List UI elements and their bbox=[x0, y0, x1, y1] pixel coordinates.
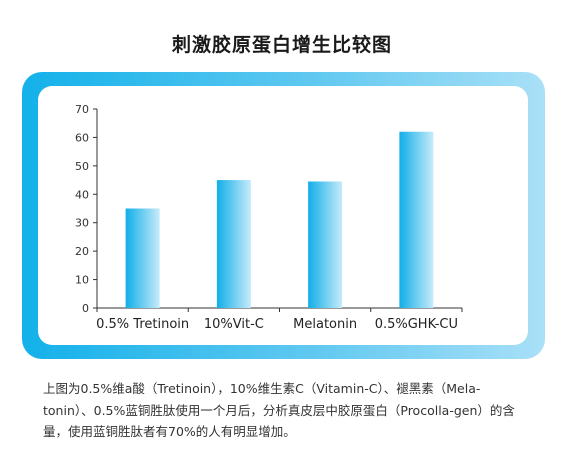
bar bbox=[308, 181, 343, 308]
chart-caption: 上图为0.5%维a酸（Tretinoin），10%维生素C（Vitamin-C）… bbox=[43, 381, 515, 439]
bar bbox=[399, 131, 434, 308]
chart-labels: 0 10 20 30 40 50 60 70 0.5% Tretinoin 10%Vit-C Mel… bbox=[75, 103, 458, 332]
bar bbox=[125, 208, 160, 308]
y-tick-label: 70 bbox=[75, 103, 89, 116]
y-tick-label: 40 bbox=[75, 188, 89, 201]
chart-bars bbox=[125, 131, 434, 308]
x-tick-label: 0.5%GHK-CU bbox=[375, 317, 458, 332]
y-tick-label: 20 bbox=[75, 245, 89, 258]
chart-panel bbox=[38, 86, 528, 345]
x-tick-label: 10%Vit-C bbox=[204, 317, 264, 332]
bar bbox=[216, 180, 251, 308]
y-tick-label: 60 bbox=[75, 131, 89, 144]
x-tick-label: 0.5% Tretinoin bbox=[96, 317, 189, 332]
x-tick-label: Melatonin bbox=[293, 317, 357, 332]
y-tick-label: 10 bbox=[75, 274, 89, 287]
y-tick-label: 0 bbox=[82, 302, 89, 315]
chart-title: 刺激胶原蛋白增生比较图 bbox=[171, 34, 392, 56]
y-tick-label: 50 bbox=[75, 160, 89, 173]
y-tick-label: 30 bbox=[75, 217, 89, 230]
